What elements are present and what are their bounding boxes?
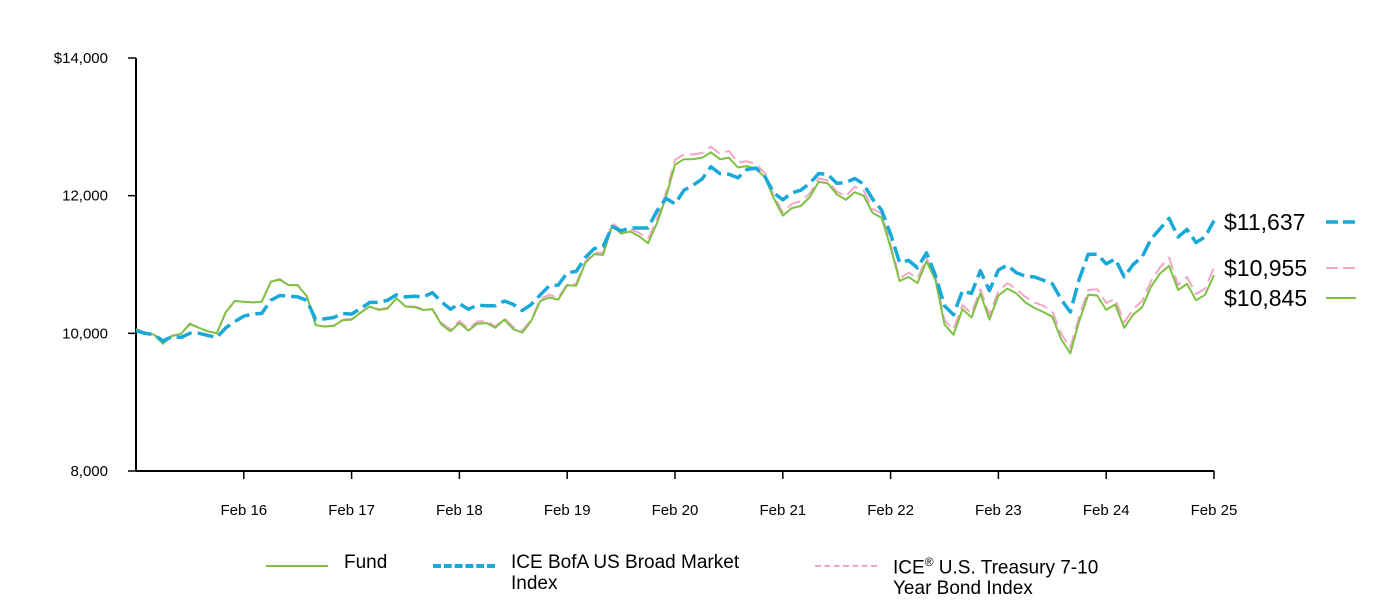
x-tick-label: Feb 22	[867, 502, 914, 519]
x-tick-label: Feb 17	[328, 502, 375, 519]
legend-label-treasury: ICE® U.S. Treasury 7-10 Year Bond Index	[893, 552, 1098, 599]
legend-label-broad-market: ICE BofA US Broad Market Index	[511, 552, 739, 594]
x-tick-label: Feb 25	[1191, 502, 1238, 519]
y-tick-label: 8,000	[70, 463, 108, 480]
legend-label-treasury-line2: Year Bond Index	[893, 578, 1033, 600]
x-tick-label: Feb 19	[544, 502, 591, 519]
series-line-0	[135, 151, 1215, 355]
line-chart: 8,000 10,000 12,000 $14,000 Feb 16 Feb 17 Feb …	[54, 50, 1356, 519]
legend-label-treasury-registered: ®	[924, 555, 934, 569]
legend-label-treasury-ice: ICE	[893, 557, 925, 579]
legend-label-broad-market-line1: ICE BofA US Broad Market	[511, 552, 740, 573]
y-tick-label: $14,000	[54, 50, 108, 67]
end-label-2: $10,955	[1224, 255, 1307, 281]
legend-label-broad-market-line2: Index	[511, 573, 558, 594]
legend-swatch-broad-market	[433, 564, 495, 568]
x-tick-label: Feb 21	[759, 502, 806, 519]
end-label-0: $10,845	[1224, 285, 1307, 311]
legend-item-treasury: ICE® U.S. Treasury 7-10 Year Bond Index	[815, 552, 1098, 599]
series-group	[135, 145, 1216, 355]
legend: Fund ICE BofA US Broad Market Index ICE®…	[0, 552, 1396, 608]
legend-item-broad-market: ICE BofA US Broad Market Index	[433, 552, 739, 594]
y-tick-label: 10,000	[62, 325, 108, 342]
end-label-1: $11,637	[1224, 209, 1305, 235]
legend-item-fund: Fund	[266, 552, 387, 573]
legend-swatch-treasury	[815, 565, 877, 567]
x-tick-label: Feb 24	[1083, 502, 1130, 519]
x-tick-label: Feb 16	[220, 502, 267, 519]
x-tick-label: Feb 20	[652, 502, 699, 519]
x-tick-label: Feb 23	[975, 502, 1022, 519]
legend-label-fund: Fund	[344, 552, 388, 573]
y-tick-label: 12,000	[62, 188, 108, 205]
legend-label-treasury-line1: ICE® U.S. Treasury 7-10	[893, 552, 1098, 578]
x-tick-label: Feb 18	[436, 502, 483, 519]
series-line-1	[135, 165, 1216, 343]
axes-group: 8,000 10,000 12,000 $14,000 Feb 16 Feb 17 Feb …	[54, 50, 1238, 519]
legend-swatch-fund	[266, 565, 328, 567]
legend-label-treasury-rest: U.S. Treasury 7-10	[933, 557, 1099, 579]
end-labels-group: $11,637 $10,955 $10,845	[1224, 209, 1356, 311]
